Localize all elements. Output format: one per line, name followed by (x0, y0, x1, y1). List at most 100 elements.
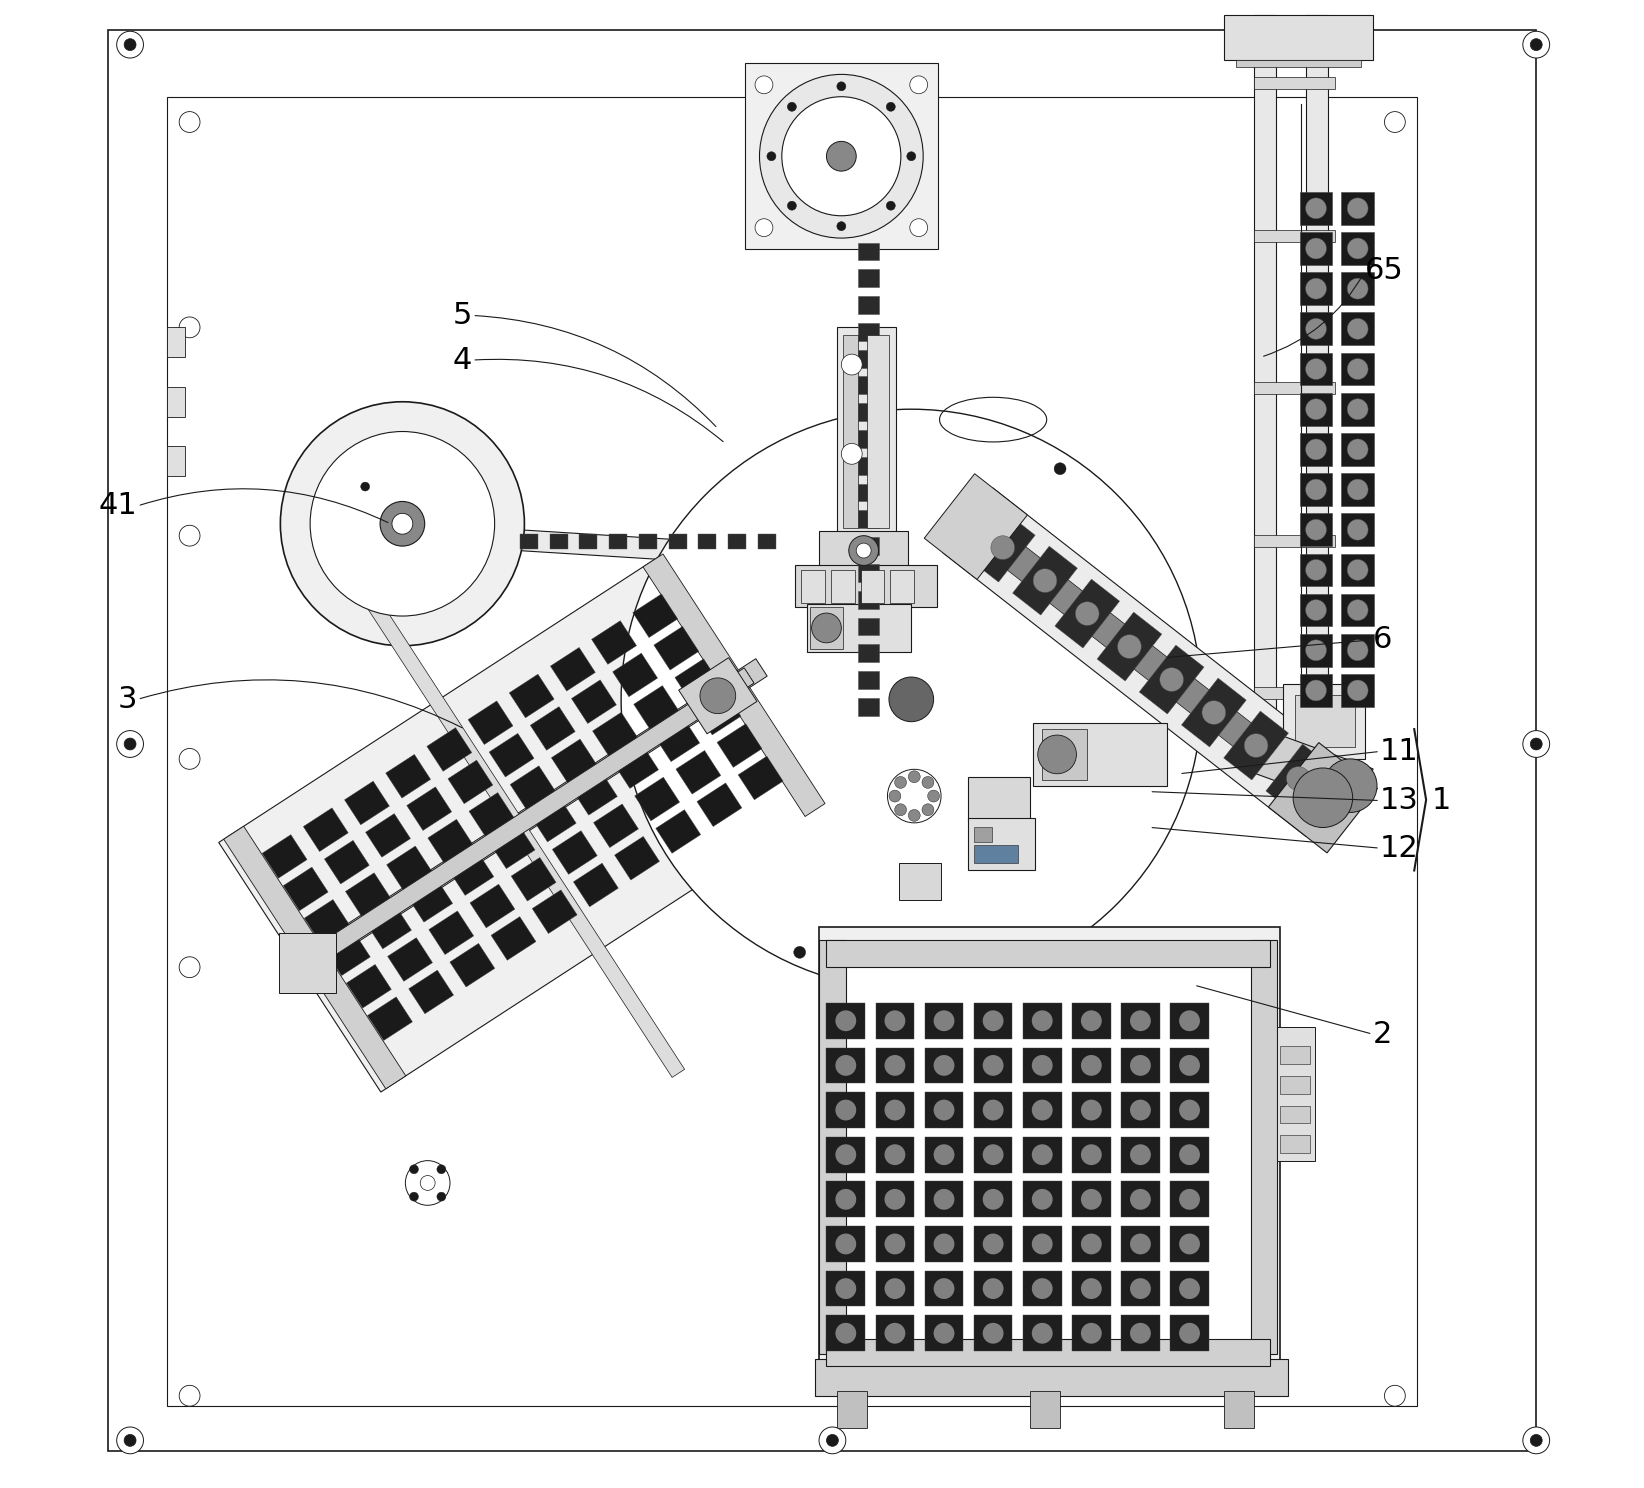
Bar (1277, 1027, 1315, 1161)
Circle shape (1348, 399, 1368, 420)
Polygon shape (1300, 594, 1332, 626)
Circle shape (117, 1427, 143, 1454)
Circle shape (835, 1144, 857, 1165)
Circle shape (380, 501, 424, 546)
Bar (858, 564, 878, 582)
Circle shape (179, 112, 201, 132)
Bar (827, 1339, 1269, 1366)
Polygon shape (326, 931, 370, 976)
Polygon shape (1171, 1271, 1208, 1306)
Circle shape (884, 1100, 906, 1120)
Polygon shape (1171, 1048, 1208, 1083)
Polygon shape (695, 692, 741, 735)
Circle shape (909, 76, 927, 94)
Circle shape (835, 1100, 857, 1120)
Bar (819, 531, 907, 568)
Polygon shape (1121, 1181, 1159, 1217)
Circle shape (884, 1323, 906, 1344)
Circle shape (409, 1165, 419, 1174)
Circle shape (894, 777, 906, 789)
Circle shape (884, 1055, 906, 1076)
Circle shape (1179, 1189, 1200, 1210)
Circle shape (1348, 318, 1368, 339)
Circle shape (1032, 1010, 1052, 1031)
Bar (1251, 940, 1277, 1354)
Polygon shape (924, 1137, 963, 1173)
Circle shape (1179, 1323, 1200, 1344)
Circle shape (907, 771, 921, 783)
Bar (858, 698, 878, 716)
Bar (796, 565, 937, 607)
Bar (168, 446, 186, 476)
Polygon shape (669, 534, 687, 549)
Circle shape (1348, 238, 1368, 259)
Polygon shape (827, 1315, 865, 1351)
Circle shape (1129, 1100, 1151, 1120)
Polygon shape (1072, 1003, 1111, 1039)
Polygon shape (942, 488, 1356, 836)
Circle shape (1032, 1144, 1052, 1165)
Circle shape (888, 769, 940, 823)
Polygon shape (1023, 1315, 1062, 1351)
Polygon shape (469, 701, 513, 744)
Text: 65: 65 (1365, 256, 1404, 286)
Bar (1042, 729, 1087, 780)
Circle shape (837, 82, 845, 91)
Circle shape (835, 1010, 857, 1031)
Circle shape (1179, 1055, 1200, 1076)
Polygon shape (365, 814, 411, 857)
Polygon shape (876, 1003, 914, 1039)
Circle shape (1305, 238, 1327, 259)
Polygon shape (1055, 579, 1120, 649)
Polygon shape (574, 863, 618, 906)
Bar (866, 335, 889, 528)
Polygon shape (973, 1003, 1013, 1039)
Circle shape (1348, 519, 1368, 540)
Polygon shape (1300, 513, 1332, 546)
Circle shape (1531, 738, 1542, 750)
Text: 5: 5 (454, 301, 472, 330)
Bar (1253, 687, 1335, 699)
Polygon shape (1121, 1315, 1159, 1351)
Circle shape (835, 1055, 857, 1076)
Circle shape (983, 1144, 1003, 1165)
Polygon shape (551, 647, 595, 690)
Circle shape (1032, 1189, 1052, 1210)
Polygon shape (386, 754, 431, 798)
Circle shape (889, 790, 901, 802)
Circle shape (835, 1323, 857, 1344)
Circle shape (794, 946, 806, 958)
Polygon shape (388, 937, 432, 981)
Polygon shape (1023, 1003, 1062, 1039)
Polygon shape (1342, 554, 1374, 586)
Polygon shape (679, 658, 756, 734)
Bar (168, 327, 186, 357)
Polygon shape (447, 760, 493, 804)
Circle shape (1080, 1189, 1101, 1210)
Circle shape (125, 39, 136, 51)
Polygon shape (1342, 473, 1374, 506)
Polygon shape (1300, 353, 1332, 385)
Bar (899, 863, 940, 900)
Polygon shape (891, 570, 914, 603)
Circle shape (1032, 1234, 1052, 1254)
Circle shape (1179, 1278, 1200, 1299)
Circle shape (1305, 439, 1327, 460)
Polygon shape (876, 1137, 914, 1173)
Circle shape (1348, 600, 1368, 620)
Polygon shape (1300, 312, 1332, 345)
Circle shape (437, 1165, 446, 1174)
Polygon shape (970, 518, 1328, 806)
Polygon shape (1171, 1315, 1208, 1351)
Bar (858, 644, 878, 662)
Circle shape (1032, 1323, 1052, 1344)
Polygon shape (1072, 1226, 1111, 1262)
Circle shape (1075, 601, 1100, 625)
Polygon shape (697, 783, 741, 826)
Polygon shape (409, 970, 454, 1013)
Circle shape (1286, 766, 1310, 790)
Circle shape (1348, 559, 1368, 580)
Polygon shape (427, 820, 473, 863)
Bar (1223, 15, 1373, 60)
Polygon shape (427, 728, 472, 771)
